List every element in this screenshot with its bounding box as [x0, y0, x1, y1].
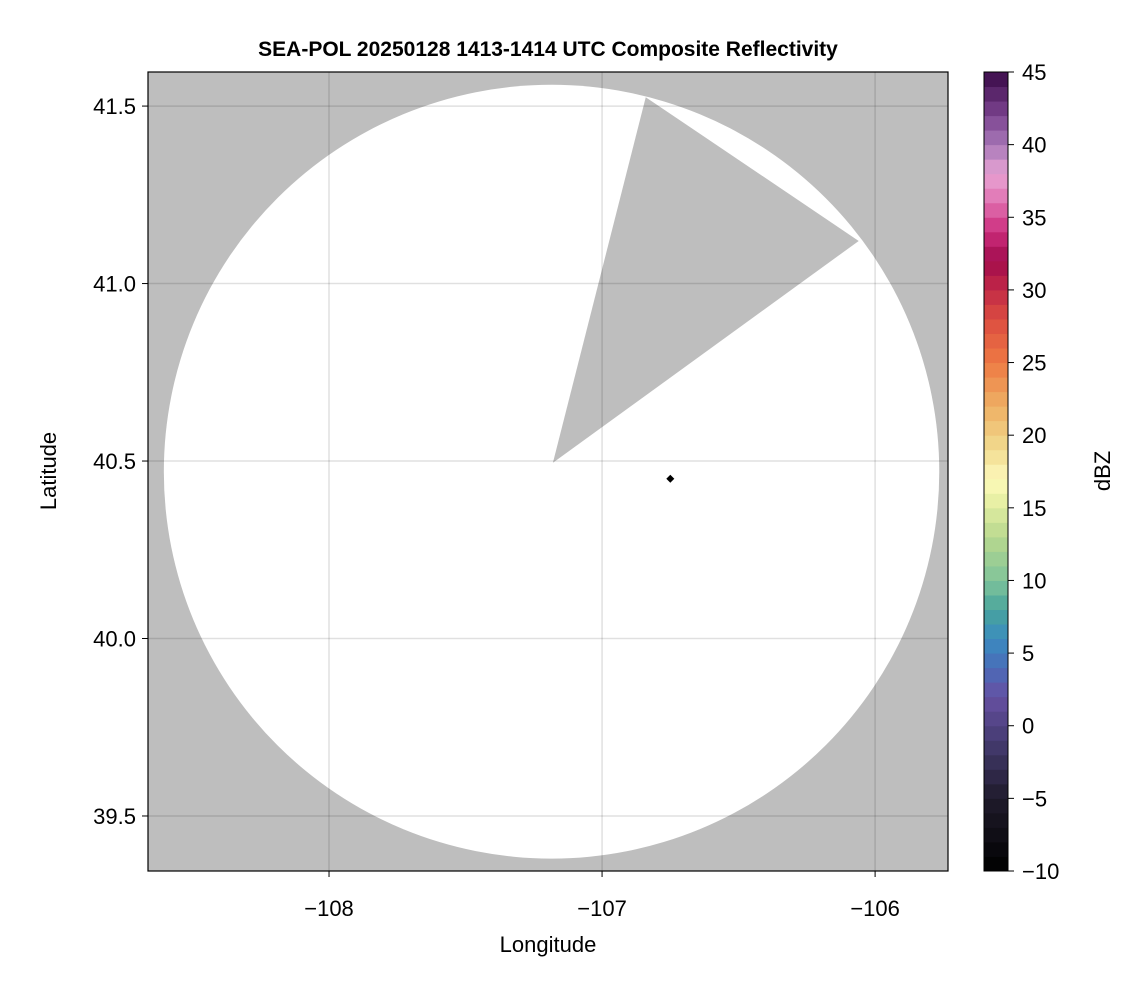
- colorbar-bin: [984, 478, 1008, 494]
- colorbar-bin: [984, 406, 1008, 422]
- colorbar-bin: [984, 464, 1008, 480]
- colorbar-bin: [984, 202, 1008, 218]
- radar-location-marker: [666, 474, 675, 483]
- y-tick-label: 41.0: [93, 272, 136, 297]
- colorbar-bin: [984, 711, 1008, 727]
- colorbar-bin: [984, 115, 1008, 131]
- colorbar-tick-label: 45: [1022, 60, 1046, 85]
- colorbar-tick-label: 0: [1022, 714, 1034, 739]
- colorbar-bin: [984, 653, 1008, 669]
- colorbar-tick-label: 35: [1022, 205, 1046, 230]
- colorbar-bin: [984, 609, 1008, 625]
- colorbar-bin: [984, 188, 1008, 204]
- colorbar-tick-label: 5: [1022, 641, 1034, 666]
- colorbar-bin: [984, 565, 1008, 581]
- colorbar-bin: [984, 580, 1008, 596]
- y-tick-label: 41.5: [93, 94, 136, 119]
- colorbar-bin: [984, 275, 1008, 291]
- colorbar-bin: [984, 725, 1008, 741]
- colorbar-bin: [984, 769, 1008, 785]
- colorbar: −10 −5 0 5 10 15 20 25 30 35 40 45: [983, 60, 1059, 884]
- y-tick-label: 40.0: [93, 627, 136, 652]
- colorbar-bin: [984, 638, 1008, 654]
- radar-coverage-area: [163, 84, 940, 859]
- x-tick-label: −107: [577, 896, 627, 921]
- colorbar-bin: [984, 362, 1008, 378]
- colorbar-bin: [984, 754, 1008, 770]
- colorbar-frame: [983, 71, 1009, 872]
- colorbar-bin: [984, 841, 1008, 857]
- colorbar-bin: [984, 449, 1008, 465]
- colorbar-bin: [984, 594, 1008, 611]
- colorbar-bin: [984, 812, 1008, 828]
- colorbar-tick-label: 30: [1022, 278, 1046, 303]
- colorbar-bin: [984, 101, 1008, 117]
- y-tick-label: 39.5: [93, 804, 136, 829]
- colorbar-bin: [984, 740, 1008, 756]
- colorbar-tick-label: −5: [1022, 786, 1047, 811]
- colorbar-tick-label: 10: [1022, 568, 1046, 593]
- colorbar-bin: [984, 304, 1008, 320]
- colorbar-bin: [984, 536, 1008, 552]
- colorbar-tick-label: 40: [1022, 133, 1046, 158]
- colorbar-bin: [984, 551, 1008, 567]
- colorbar-bin: [984, 377, 1008, 393]
- colorbar-bin: [984, 667, 1008, 683]
- colorbar-bin: [984, 493, 1008, 509]
- colorbar-bin: [984, 696, 1008, 712]
- colorbar-bin: [984, 682, 1008, 698]
- colorbar-bin: [984, 72, 1008, 88]
- colorbar-bin: [984, 783, 1008, 799]
- chart-title: SEA-POL 20250128 1413-1414 UTC Composite…: [258, 38, 838, 61]
- x-axis-label: Longitude: [500, 932, 597, 957]
- colorbar-bin: [984, 217, 1008, 233]
- plot-frame: [147, 71, 949, 872]
- colorbar-bin: [984, 231, 1008, 247]
- colorbar-bin: [984, 246, 1008, 262]
- colorbar-bin: [984, 130, 1008, 146]
- plot-content: [148, 72, 948, 871]
- colorbar-bin: [984, 159, 1008, 175]
- colorbar-bin: [984, 144, 1008, 160]
- y-axis-label: Latitude: [36, 432, 61, 510]
- colorbar-bin: [984, 173, 1008, 189]
- y-tick-label: 40.5: [93, 449, 136, 474]
- colorbar-bin: [984, 435, 1008, 451]
- colorbar-bin: [984, 333, 1008, 349]
- colorbar-bin: [984, 86, 1008, 102]
- plot-area: −108 −107 −106 39.5 40.0 40.5 41.0 41.5: [93, 71, 949, 921]
- colorbar-bin: [984, 798, 1008, 814]
- colorbar-bin: [984, 522, 1008, 538]
- colorbar-bin: [984, 827, 1008, 843]
- blocked-sector: [552, 97, 859, 463]
- colorbar-bin: [984, 624, 1008, 640]
- colorbar-bin: [984, 391, 1008, 407]
- colorbar-tick-label: −10: [1022, 859, 1059, 884]
- colorbar-tick-label: 25: [1022, 351, 1046, 376]
- colorbar-bin: [984, 856, 1008, 872]
- colorbar-bin: [984, 420, 1008, 436]
- colorbar-tick-label: 20: [1022, 423, 1046, 448]
- colorbar-bin: [984, 260, 1008, 276]
- colorbar-bin: [984, 289, 1008, 305]
- colorbar-bin: [984, 318, 1008, 334]
- x-tick-label: −108: [304, 896, 354, 921]
- colorbar-label: dBZ: [1090, 451, 1115, 491]
- colorbar-tick-label: 15: [1022, 496, 1046, 521]
- colorbar-bin: [984, 348, 1008, 364]
- x-tick-label: −106: [850, 896, 900, 921]
- colorbar-bin: [984, 507, 1008, 523]
